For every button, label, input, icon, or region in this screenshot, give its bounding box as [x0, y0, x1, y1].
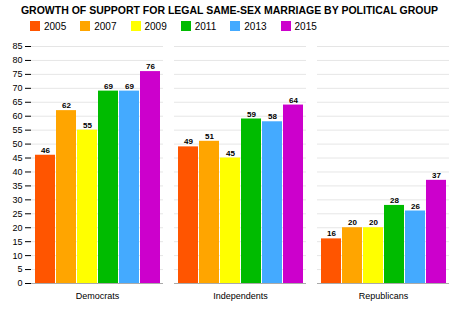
- svg-text:26: 26: [411, 201, 420, 210]
- svg-text:Independents: Independents: [213, 290, 268, 300]
- svg-text:69: 69: [125, 81, 134, 90]
- svg-text:10: 10: [12, 250, 22, 260]
- svg-text:37: 37: [432, 170, 441, 179]
- svg-text:5: 5: [17, 264, 22, 274]
- svg-text:45: 45: [12, 153, 22, 163]
- svg-text:51: 51: [205, 131, 214, 140]
- svg-text:58: 58: [268, 112, 277, 121]
- svg-text:75: 75: [12, 69, 22, 79]
- svg-text:46: 46: [41, 145, 50, 154]
- svg-text:49: 49: [184, 137, 193, 146]
- svg-text:76: 76: [146, 62, 155, 71]
- svg-text:55: 55: [12, 125, 22, 135]
- svg-text:25: 25: [12, 208, 22, 218]
- svg-text:65: 65: [12, 97, 22, 107]
- svg-text:60: 60: [12, 111, 22, 121]
- svg-text:20: 20: [369, 218, 378, 227]
- svg-text:30: 30: [12, 194, 22, 204]
- svg-text:80: 80: [12, 55, 22, 65]
- svg-text:50: 50: [12, 139, 22, 149]
- html-text:2015: 2015: [294, 20, 317, 32]
- html-text:2007: 2007: [94, 20, 117, 32]
- svg-text:15: 15: [12, 236, 22, 246]
- svg-text:40: 40: [12, 166, 22, 176]
- svg-text:35: 35: [12, 180, 22, 190]
- svg-text:59: 59: [247, 109, 256, 118]
- svg-text:28: 28: [390, 196, 399, 205]
- svg-text:20: 20: [348, 218, 357, 227]
- svg-text:0: 0: [17, 278, 22, 288]
- html-text:2011: 2011: [194, 20, 217, 32]
- svg-text:20: 20: [12, 222, 22, 232]
- svg-text:45: 45: [226, 148, 235, 157]
- svg-text:70: 70: [12, 83, 22, 93]
- html-text:2009: 2009: [144, 20, 167, 32]
- svg-text:Republicans: Republicans: [359, 290, 409, 300]
- svg-text:85: 85: [12, 41, 22, 51]
- svg-text:55: 55: [83, 120, 92, 129]
- svg-text:69: 69: [104, 81, 113, 90]
- html-text:2005: 2005: [44, 20, 67, 32]
- svg-text:Democrats: Democrats: [76, 290, 120, 300]
- html-text:2013: 2013: [244, 20, 267, 32]
- svg-text:16: 16: [327, 229, 336, 238]
- html-text:GROWTH OF SUPPORT FOR LEGAL SA: GROWTH OF SUPPORT FOR LEGAL SAME-SEX MAR…: [20, 4, 438, 16]
- svg-text:64: 64: [289, 95, 298, 104]
- svg-text:62: 62: [62, 101, 71, 110]
